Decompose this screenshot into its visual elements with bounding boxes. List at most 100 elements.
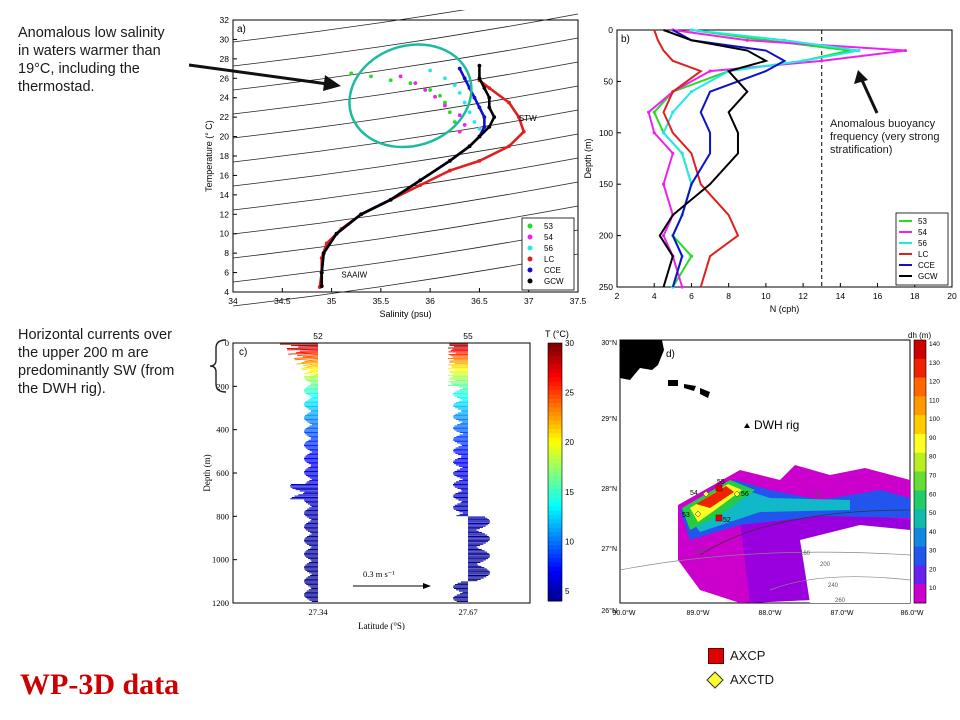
series-54-point — [462, 123, 467, 127]
legend-marker-LC — [527, 256, 533, 262]
station-axcp-icon — [715, 484, 723, 492]
current-vector — [303, 363, 319, 366]
lon-label: 86.0°W — [900, 609, 923, 617]
current-vector — [296, 351, 319, 354]
footer-title: WP-3D data — [20, 668, 180, 701]
colorbar-segment — [548, 381, 562, 387]
series-GCW-point — [418, 178, 423, 183]
lat-label: 26°N — [601, 607, 617, 615]
station-label: 54 — [690, 490, 698, 497]
colorbar-segment — [548, 583, 562, 589]
colorbar-tick-label: 40 — [929, 529, 937, 536]
x-tick-label: 34 — [228, 296, 238, 306]
colorbar-tick-label: 30 — [929, 548, 937, 555]
legend-marker-53 — [527, 223, 533, 229]
station-label: 55 — [717, 479, 725, 486]
colorbar-segment — [548, 588, 562, 593]
series-56-point — [680, 151, 684, 155]
panel-label: c) — [239, 347, 247, 358]
station-axcp-icon — [715, 514, 723, 522]
x-tick-label: 8 — [726, 291, 731, 301]
water-mass-label: STW — [519, 114, 537, 123]
series-54-point — [652, 131, 656, 135]
y-tick-label: 10 — [220, 229, 230, 239]
lat-label: 29°N — [601, 415, 617, 423]
series-53-point — [388, 78, 393, 83]
colorbar-segment — [548, 373, 562, 378]
rig-label: DWH rig — [754, 418, 799, 432]
series-54-point — [413, 81, 418, 86]
colorbar-segment — [914, 509, 926, 529]
x-axis-label: N (cph) — [770, 304, 800, 314]
x-tick-label: 18 — [910, 291, 920, 301]
brace-icon — [209, 339, 227, 393]
legend-marker-56 — [527, 245, 533, 251]
legend-marker-54 — [527, 234, 533, 240]
series-LC-point — [487, 86, 492, 90]
y-tick-label: 400 — [216, 425, 229, 435]
colorbar-tick-label: 5 — [565, 587, 570, 596]
y-tick-label: 18 — [220, 151, 230, 161]
series-LC-point — [521, 129, 526, 134]
colorbar-segment — [548, 519, 562, 525]
colorbar-tick-label: 60 — [929, 491, 937, 498]
series-LC-point — [324, 241, 329, 246]
colorbar-segment — [548, 403, 562, 408]
coastline-shape — [620, 340, 664, 380]
colorbar-segment — [548, 558, 562, 563]
contour-line — [699, 509, 911, 556]
colorbar-segment — [548, 575, 562, 580]
isopycnal-line — [232, 181, 579, 235]
series-56-point — [457, 90, 462, 95]
series-CCE-point — [462, 76, 467, 81]
legend-label-GCW: GCW — [918, 272, 938, 281]
current-vector — [287, 348, 319, 351]
colorbar-segment — [914, 415, 926, 435]
plot-frame — [232, 19, 579, 293]
legend-label-LC: LC — [918, 250, 928, 259]
series-GCW-point — [477, 134, 482, 139]
series-54-point — [457, 129, 462, 134]
current-vector — [304, 370, 319, 375]
series-54-point — [671, 151, 675, 155]
x-tick-label: 37.5 — [570, 296, 587, 306]
island-shape — [668, 380, 710, 398]
colorbar-tick-label: 50 — [929, 510, 937, 517]
colorbar-segment — [914, 565, 926, 585]
panel-c-current-vectors: 0 200 400 600 800 1000 1200 Depth (m) Latitude (… — [202, 329, 574, 630]
legend-label-56: 56 — [544, 244, 553, 253]
y-tick-label: 24 — [220, 93, 230, 103]
colorbar-segment — [548, 411, 562, 417]
current-vector — [302, 366, 319, 371]
series-54-point — [443, 103, 447, 108]
lat-label: 30°N — [601, 339, 617, 347]
colorbar-segment — [548, 394, 562, 400]
colorbar-tick-label: 70 — [929, 473, 937, 480]
colorbar-segment — [548, 484, 562, 490]
series-CCE-point — [482, 115, 487, 120]
colorbar-segment — [548, 536, 562, 542]
x-axis-label: Salinity (psu) — [379, 309, 431, 319]
colorbar-segment — [548, 540, 562, 546]
y-tick-label: 32 — [220, 15, 230, 25]
colorbar-tick-label: 80 — [929, 454, 937, 461]
annotation-low-salinity: Anomalous low salinity in waters warmer … — [18, 25, 165, 95]
lat-label: 27°N — [601, 545, 617, 553]
legend-label-53: 53 — [918, 217, 927, 226]
colorbar-tick-label: 30 — [565, 339, 574, 348]
station-axctd-icon — [733, 490, 741, 498]
colorbar-segment — [914, 490, 926, 510]
colorbar-segment — [548, 506, 562, 512]
colorbar-segment — [548, 364, 562, 370]
isopycnal-line — [232, 13, 579, 67]
colorbar-segment — [548, 454, 562, 460]
colorbar-segment — [548, 510, 562, 516]
series-LC-point — [418, 183, 423, 188]
legend-label-GCW: GCW — [544, 277, 564, 286]
colorbar-segment — [548, 377, 562, 383]
colorbar-tick-label: 25 — [565, 389, 574, 398]
colorbar-segment — [548, 592, 562, 598]
series-GCW-point — [487, 124, 492, 129]
current-vector — [309, 368, 319, 372]
